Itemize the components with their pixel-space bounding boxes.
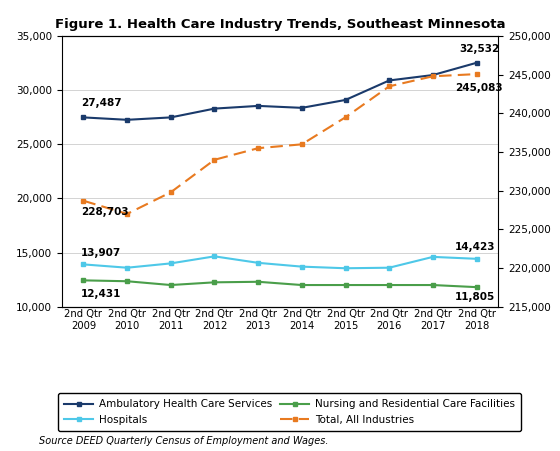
Ambulatory Health Care Services xyxy=(298,105,305,110)
Text: 12,431: 12,431 xyxy=(81,289,122,299)
Nursing and Residential Care Facilities xyxy=(430,282,436,288)
Total, All Industries xyxy=(298,142,305,147)
Hospitals xyxy=(298,264,305,269)
Nursing and Residential Care Facilities xyxy=(342,282,349,288)
Ambulatory Health Care Services xyxy=(211,106,218,111)
Hospitals xyxy=(342,266,349,271)
Hospitals xyxy=(430,254,436,260)
Line: Nursing and Residential Care Facilities: Nursing and Residential Care Facilities xyxy=(81,278,479,290)
Total, All Industries xyxy=(80,198,87,203)
Total, All Industries xyxy=(167,189,174,195)
Ambulatory Health Care Services xyxy=(342,97,349,103)
Legend: Ambulatory Health Care Services, Hospitals, Nursing and Residential Care Facilit: Ambulatory Health Care Services, Hospita… xyxy=(58,393,521,431)
Ambulatory Health Care Services xyxy=(167,115,174,120)
Line: Total, All Industries: Total, All Industries xyxy=(81,72,479,216)
Nursing and Residential Care Facilities xyxy=(386,282,393,288)
Hospitals xyxy=(211,253,218,259)
Nursing and Residential Care Facilities xyxy=(473,285,480,290)
Text: 27,487: 27,487 xyxy=(81,97,122,107)
Total, All Industries xyxy=(430,74,436,79)
Text: 32,532: 32,532 xyxy=(459,45,500,55)
Ambulatory Health Care Services xyxy=(473,60,480,65)
Total, All Industries xyxy=(124,211,130,216)
Total, All Industries xyxy=(211,157,218,162)
Nursing and Residential Care Facilities xyxy=(167,282,174,288)
Ambulatory Health Care Services xyxy=(386,78,393,83)
Hospitals xyxy=(255,260,262,266)
Hospitals xyxy=(386,265,393,271)
Total, All Industries xyxy=(386,83,393,89)
Hospitals xyxy=(473,256,480,262)
Text: 13,907: 13,907 xyxy=(81,248,122,258)
Nursing and Residential Care Facilities xyxy=(211,280,218,285)
Nursing and Residential Care Facilities xyxy=(124,279,130,284)
Title: Figure 1. Health Care Industry Trends, Southeast Minnesota: Figure 1. Health Care Industry Trends, S… xyxy=(55,18,505,31)
Total, All Industries xyxy=(255,146,262,151)
Text: 11,805: 11,805 xyxy=(455,292,495,302)
Line: Ambulatory Health Care Services: Ambulatory Health Care Services xyxy=(81,60,479,122)
Total, All Industries xyxy=(342,115,349,120)
Ambulatory Health Care Services xyxy=(124,117,130,123)
Text: 14,423: 14,423 xyxy=(455,242,495,252)
Nursing and Residential Care Facilities xyxy=(298,282,305,288)
Ambulatory Health Care Services xyxy=(430,72,436,78)
Ambulatory Health Care Services xyxy=(80,115,87,120)
Text: 228,703: 228,703 xyxy=(81,207,129,216)
Hospitals xyxy=(124,265,130,271)
Text: Source DEED Quarterly Census of Employment and Wages.: Source DEED Quarterly Census of Employme… xyxy=(39,437,329,446)
Line: Hospitals: Hospitals xyxy=(81,254,479,271)
Nursing and Residential Care Facilities xyxy=(80,278,87,283)
Text: 245,083: 245,083 xyxy=(455,83,502,93)
Hospitals xyxy=(167,261,174,266)
Total, All Industries xyxy=(473,71,480,77)
Hospitals xyxy=(80,262,87,267)
Nursing and Residential Care Facilities xyxy=(255,279,262,285)
Ambulatory Health Care Services xyxy=(255,103,262,109)
